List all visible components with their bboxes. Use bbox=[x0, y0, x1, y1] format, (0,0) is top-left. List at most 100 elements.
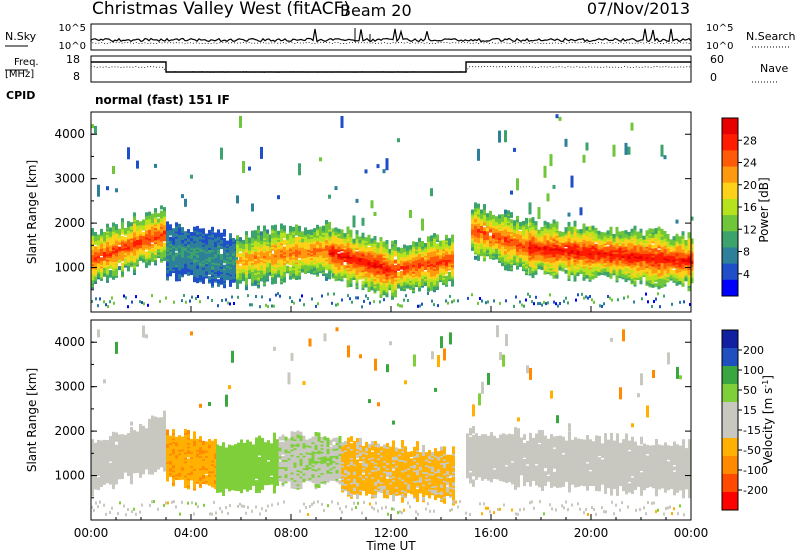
range-gate-cell bbox=[601, 236, 604, 240]
range-gate-cell bbox=[649, 271, 652, 275]
range-gate-cell bbox=[193, 259, 196, 263]
range-gate-cell bbox=[160, 237, 163, 241]
range-gate-cell bbox=[260, 278, 263, 282]
range-gate-cell bbox=[217, 233, 220, 237]
range-gate-cell bbox=[371, 200, 374, 208]
range-gate-cell bbox=[501, 214, 504, 218]
range-gate-cell bbox=[257, 226, 260, 230]
range-gate-cell bbox=[205, 241, 208, 245]
range-gate-cell bbox=[673, 236, 676, 240]
range-gate-cell bbox=[556, 253, 559, 257]
range-gate-cell bbox=[592, 245, 595, 249]
range-gate-cell bbox=[391, 271, 394, 275]
range-gate-cell bbox=[263, 263, 266, 267]
range-gate-cell bbox=[445, 276, 448, 280]
range-gate-cell bbox=[325, 232, 328, 236]
range-gate-cell bbox=[211, 266, 214, 270]
range-gate-cell bbox=[271, 225, 274, 229]
range-gate-cell bbox=[133, 269, 136, 273]
range-gate-cell bbox=[574, 262, 577, 266]
range-gate-cell bbox=[298, 254, 301, 258]
range-gate-cell bbox=[571, 234, 574, 238]
range-gate-cell bbox=[424, 271, 427, 275]
range-gate-cell bbox=[335, 263, 338, 267]
range-gate-cell bbox=[271, 305, 273, 308]
range-gate-cell bbox=[501, 259, 504, 263]
range-gate-cell bbox=[145, 251, 148, 255]
range-gate-cell bbox=[193, 243, 196, 247]
range-gate-cell bbox=[286, 234, 289, 238]
range-gate-cell bbox=[277, 292, 279, 295]
range-gate-cell bbox=[136, 227, 139, 231]
range-gate-cell bbox=[646, 275, 649, 279]
range-gate-cell bbox=[525, 218, 528, 222]
range-gate-cell bbox=[652, 229, 655, 233]
range-gate-cell bbox=[251, 303, 253, 306]
freq-panel-frame bbox=[91, 56, 691, 82]
range-gate-cell bbox=[341, 229, 344, 233]
range-gate-cell bbox=[368, 235, 371, 239]
range-gate-cell bbox=[489, 211, 492, 215]
range-gate-cell bbox=[99, 297, 101, 300]
range-gate-cell bbox=[97, 185, 100, 197]
range-gate-cell bbox=[142, 227, 145, 231]
range-gate-cell bbox=[625, 143, 628, 155]
range-gate-cell bbox=[199, 300, 201, 303]
range-gate-cell bbox=[421, 241, 424, 245]
range-gate-cell bbox=[166, 236, 169, 240]
range-gate-cell bbox=[498, 131, 501, 143]
range-gate-cell bbox=[391, 251, 394, 255]
range-gate-cell bbox=[289, 226, 292, 230]
range-gate-cell bbox=[374, 272, 377, 276]
range-gate-cell bbox=[283, 240, 286, 244]
range-gate-cell bbox=[486, 227, 489, 231]
range-gate-cell bbox=[133, 223, 136, 227]
range-gate-cell bbox=[625, 230, 628, 234]
range-gate-cell bbox=[236, 246, 239, 250]
range-gate-cell bbox=[329, 232, 332, 236]
range-gate-cell bbox=[664, 231, 667, 235]
range-gate-cell bbox=[115, 233, 118, 237]
range-gate-cell bbox=[480, 226, 483, 230]
range-gate-cell bbox=[556, 114, 559, 118]
range-gate-cell bbox=[341, 253, 344, 257]
range-gate-cell bbox=[217, 260, 220, 264]
range-gate-cell bbox=[371, 262, 374, 266]
range-gate-cell bbox=[211, 282, 214, 286]
range-gate-cell bbox=[492, 238, 495, 242]
range-gate-cell bbox=[115, 188, 118, 192]
range-gate-cell bbox=[577, 229, 580, 233]
range-gate-cell bbox=[239, 116, 242, 128]
range-gate-cell bbox=[589, 249, 592, 253]
range-gate-cell bbox=[292, 227, 295, 231]
range-gate-cell bbox=[377, 278, 380, 282]
range-gate-cell bbox=[175, 253, 178, 257]
range-gate-cell bbox=[173, 301, 175, 304]
range-gate-cell bbox=[328, 222, 331, 226]
range-gate-cell bbox=[127, 262, 130, 266]
range-gate-cell bbox=[332, 251, 335, 255]
range-gate-cell bbox=[112, 226, 115, 230]
range-gate-cell bbox=[274, 232, 277, 236]
range-gate-cell bbox=[664, 275, 667, 279]
range-gate-cell bbox=[350, 280, 353, 284]
range-gate-cell bbox=[504, 236, 507, 240]
range-gate-cell bbox=[436, 243, 439, 247]
range-gate-cell bbox=[301, 258, 304, 262]
range-gate-cell bbox=[356, 230, 359, 234]
range-gate-cell bbox=[205, 255, 208, 259]
range-gate-cell bbox=[112, 258, 115, 262]
range-gate-cell bbox=[676, 269, 679, 273]
range-gate-cell bbox=[418, 238, 421, 242]
range-gate-cell bbox=[652, 245, 655, 249]
range-gate-cell bbox=[325, 252, 328, 256]
range-gate-cell bbox=[433, 244, 436, 248]
range-gate-cell bbox=[193, 227, 196, 231]
range-gate-cell bbox=[133, 212, 136, 216]
range-gate-cell bbox=[325, 220, 328, 224]
range-gate-cell bbox=[613, 145, 616, 157]
range-gate-cell bbox=[266, 254, 269, 258]
freq-tick-top: 18 bbox=[66, 53, 80, 66]
range-gate-cell bbox=[421, 219, 424, 231]
range-gate-cell bbox=[649, 228, 652, 232]
